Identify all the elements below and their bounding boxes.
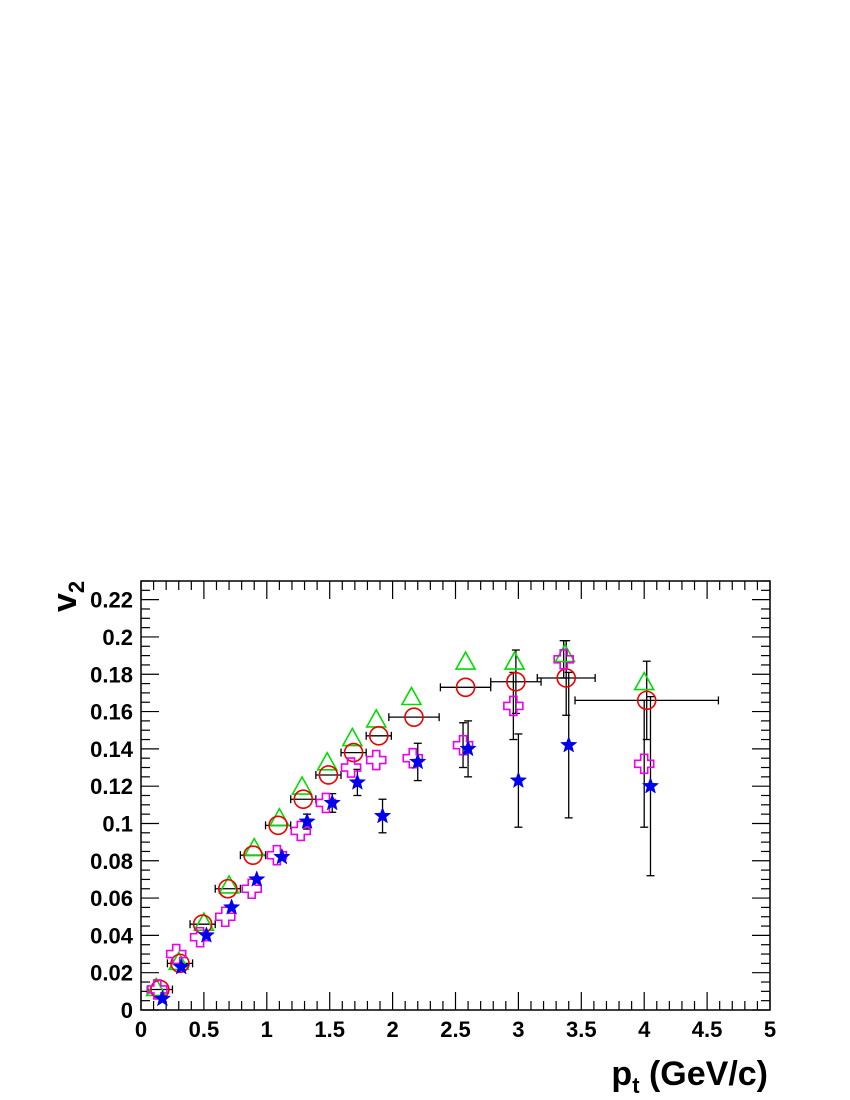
circle-marker bbox=[455, 677, 476, 698]
circle-marker bbox=[268, 815, 288, 836]
y-tick-label: 0 bbox=[121, 998, 133, 1023]
star-marker bbox=[409, 752, 427, 770]
x-tick-label: 2 bbox=[386, 1017, 398, 1042]
circle-marker bbox=[170, 953, 190, 974]
x-tick-label: 5 bbox=[764, 1017, 776, 1042]
circle-marker bbox=[506, 671, 526, 692]
x-axis-title-sub: t bbox=[632, 1073, 640, 1098]
cross-marker bbox=[241, 878, 263, 900]
cross-marker bbox=[214, 906, 236, 928]
y-tick-label: 0.04 bbox=[90, 923, 134, 948]
star-marker bbox=[153, 989, 172, 1007]
x-tick-label: 2.5 bbox=[440, 1017, 471, 1042]
error-bars bbox=[146, 640, 720, 994]
cross-marker bbox=[290, 820, 312, 842]
x-tick-label: 1.5 bbox=[314, 1017, 345, 1042]
circle-marker bbox=[218, 878, 238, 899]
star-marker bbox=[247, 870, 266, 887]
triangle-marker bbox=[503, 650, 526, 670]
circle-marker bbox=[368, 726, 389, 746]
y-tick-label: 0.12 bbox=[90, 774, 133, 799]
y-tick-label: 0.1 bbox=[102, 811, 133, 836]
axis-ticks bbox=[140, 580, 771, 1011]
x-tick-label: 3 bbox=[512, 1017, 524, 1042]
y-tick-label: 0.08 bbox=[90, 849, 133, 874]
triangle-marker bbox=[400, 685, 423, 706]
cross-marker bbox=[266, 844, 288, 866]
y-axis-title: v2 bbox=[46, 581, 89, 612]
circle-marker bbox=[318, 765, 339, 785]
y-axis-title-sub: 2 bbox=[64, 581, 89, 593]
y-tick-label: 0.16 bbox=[90, 700, 133, 725]
star-marker bbox=[298, 812, 316, 830]
y-tick-label: 0.02 bbox=[90, 961, 133, 986]
star-marker bbox=[222, 898, 241, 915]
triangle-marker bbox=[218, 874, 240, 894]
y-tick-label: 0.18 bbox=[90, 662, 133, 687]
circle-marker bbox=[636, 690, 657, 711]
cross-marker bbox=[633, 753, 655, 775]
plot-frame bbox=[140, 580, 771, 1011]
x-tick-label: 4 bbox=[638, 1017, 651, 1042]
triangle-marker bbox=[454, 650, 477, 670]
circle-marker bbox=[404, 707, 424, 727]
x-axis-title: pt (GeV/c) bbox=[611, 1055, 768, 1098]
triangle-marker bbox=[291, 775, 313, 795]
triangle-marker bbox=[316, 751, 339, 771]
star-marker bbox=[641, 776, 660, 794]
triangle-marker bbox=[341, 726, 364, 747]
y-tick-label: 0.06 bbox=[90, 886, 133, 911]
star-marker bbox=[323, 793, 341, 811]
x-tick-label: 1 bbox=[261, 1017, 273, 1042]
y-tick-label: 0.22 bbox=[90, 588, 133, 613]
data-markers bbox=[145, 642, 660, 1007]
x-axis-title-suffix: (GeV/c) bbox=[640, 1055, 768, 1093]
star-marker bbox=[172, 957, 191, 975]
star-marker bbox=[273, 847, 291, 865]
star-marker bbox=[559, 735, 578, 753]
star-marker bbox=[509, 771, 528, 789]
cross-marker bbox=[365, 749, 387, 771]
circle-marker bbox=[343, 742, 364, 763]
y-axis-title-main: v bbox=[46, 593, 84, 612]
star-marker bbox=[459, 739, 477, 757]
circle-marker bbox=[293, 789, 314, 810]
triangle-marker bbox=[554, 642, 576, 663]
x-tick-label: 3.5 bbox=[566, 1017, 597, 1042]
cross-marker bbox=[340, 757, 362, 778]
plot-area-border bbox=[140, 580, 771, 1011]
tick-labels: 0 0.5 1 1.5 2 2.5 3 3.5 4 4.5 5 0 0.02 0.04 0.06 0.08 0.… bbox=[90, 588, 776, 1042]
x-axis-title-main: p bbox=[611, 1055, 632, 1093]
x-tick-label: 0 bbox=[135, 1017, 147, 1042]
triangle-marker bbox=[633, 670, 656, 691]
cross-marker bbox=[402, 747, 424, 769]
star-marker bbox=[197, 926, 216, 943]
cross-marker bbox=[553, 649, 574, 670]
y-tick-label: 0.2 bbox=[102, 625, 133, 650]
star-marker bbox=[348, 773, 367, 790]
circle-marker bbox=[243, 845, 263, 865]
cross-marker bbox=[315, 792, 337, 814]
x-tick-label: 0.5 bbox=[189, 1017, 220, 1042]
cross-marker bbox=[452, 734, 474, 756]
star-marker bbox=[373, 806, 392, 824]
x-tick-label: 4.5 bbox=[692, 1017, 723, 1042]
cross-marker bbox=[503, 695, 524, 717]
triangle-marker bbox=[365, 708, 388, 728]
y-tick-label: 0.14 bbox=[90, 737, 134, 762]
